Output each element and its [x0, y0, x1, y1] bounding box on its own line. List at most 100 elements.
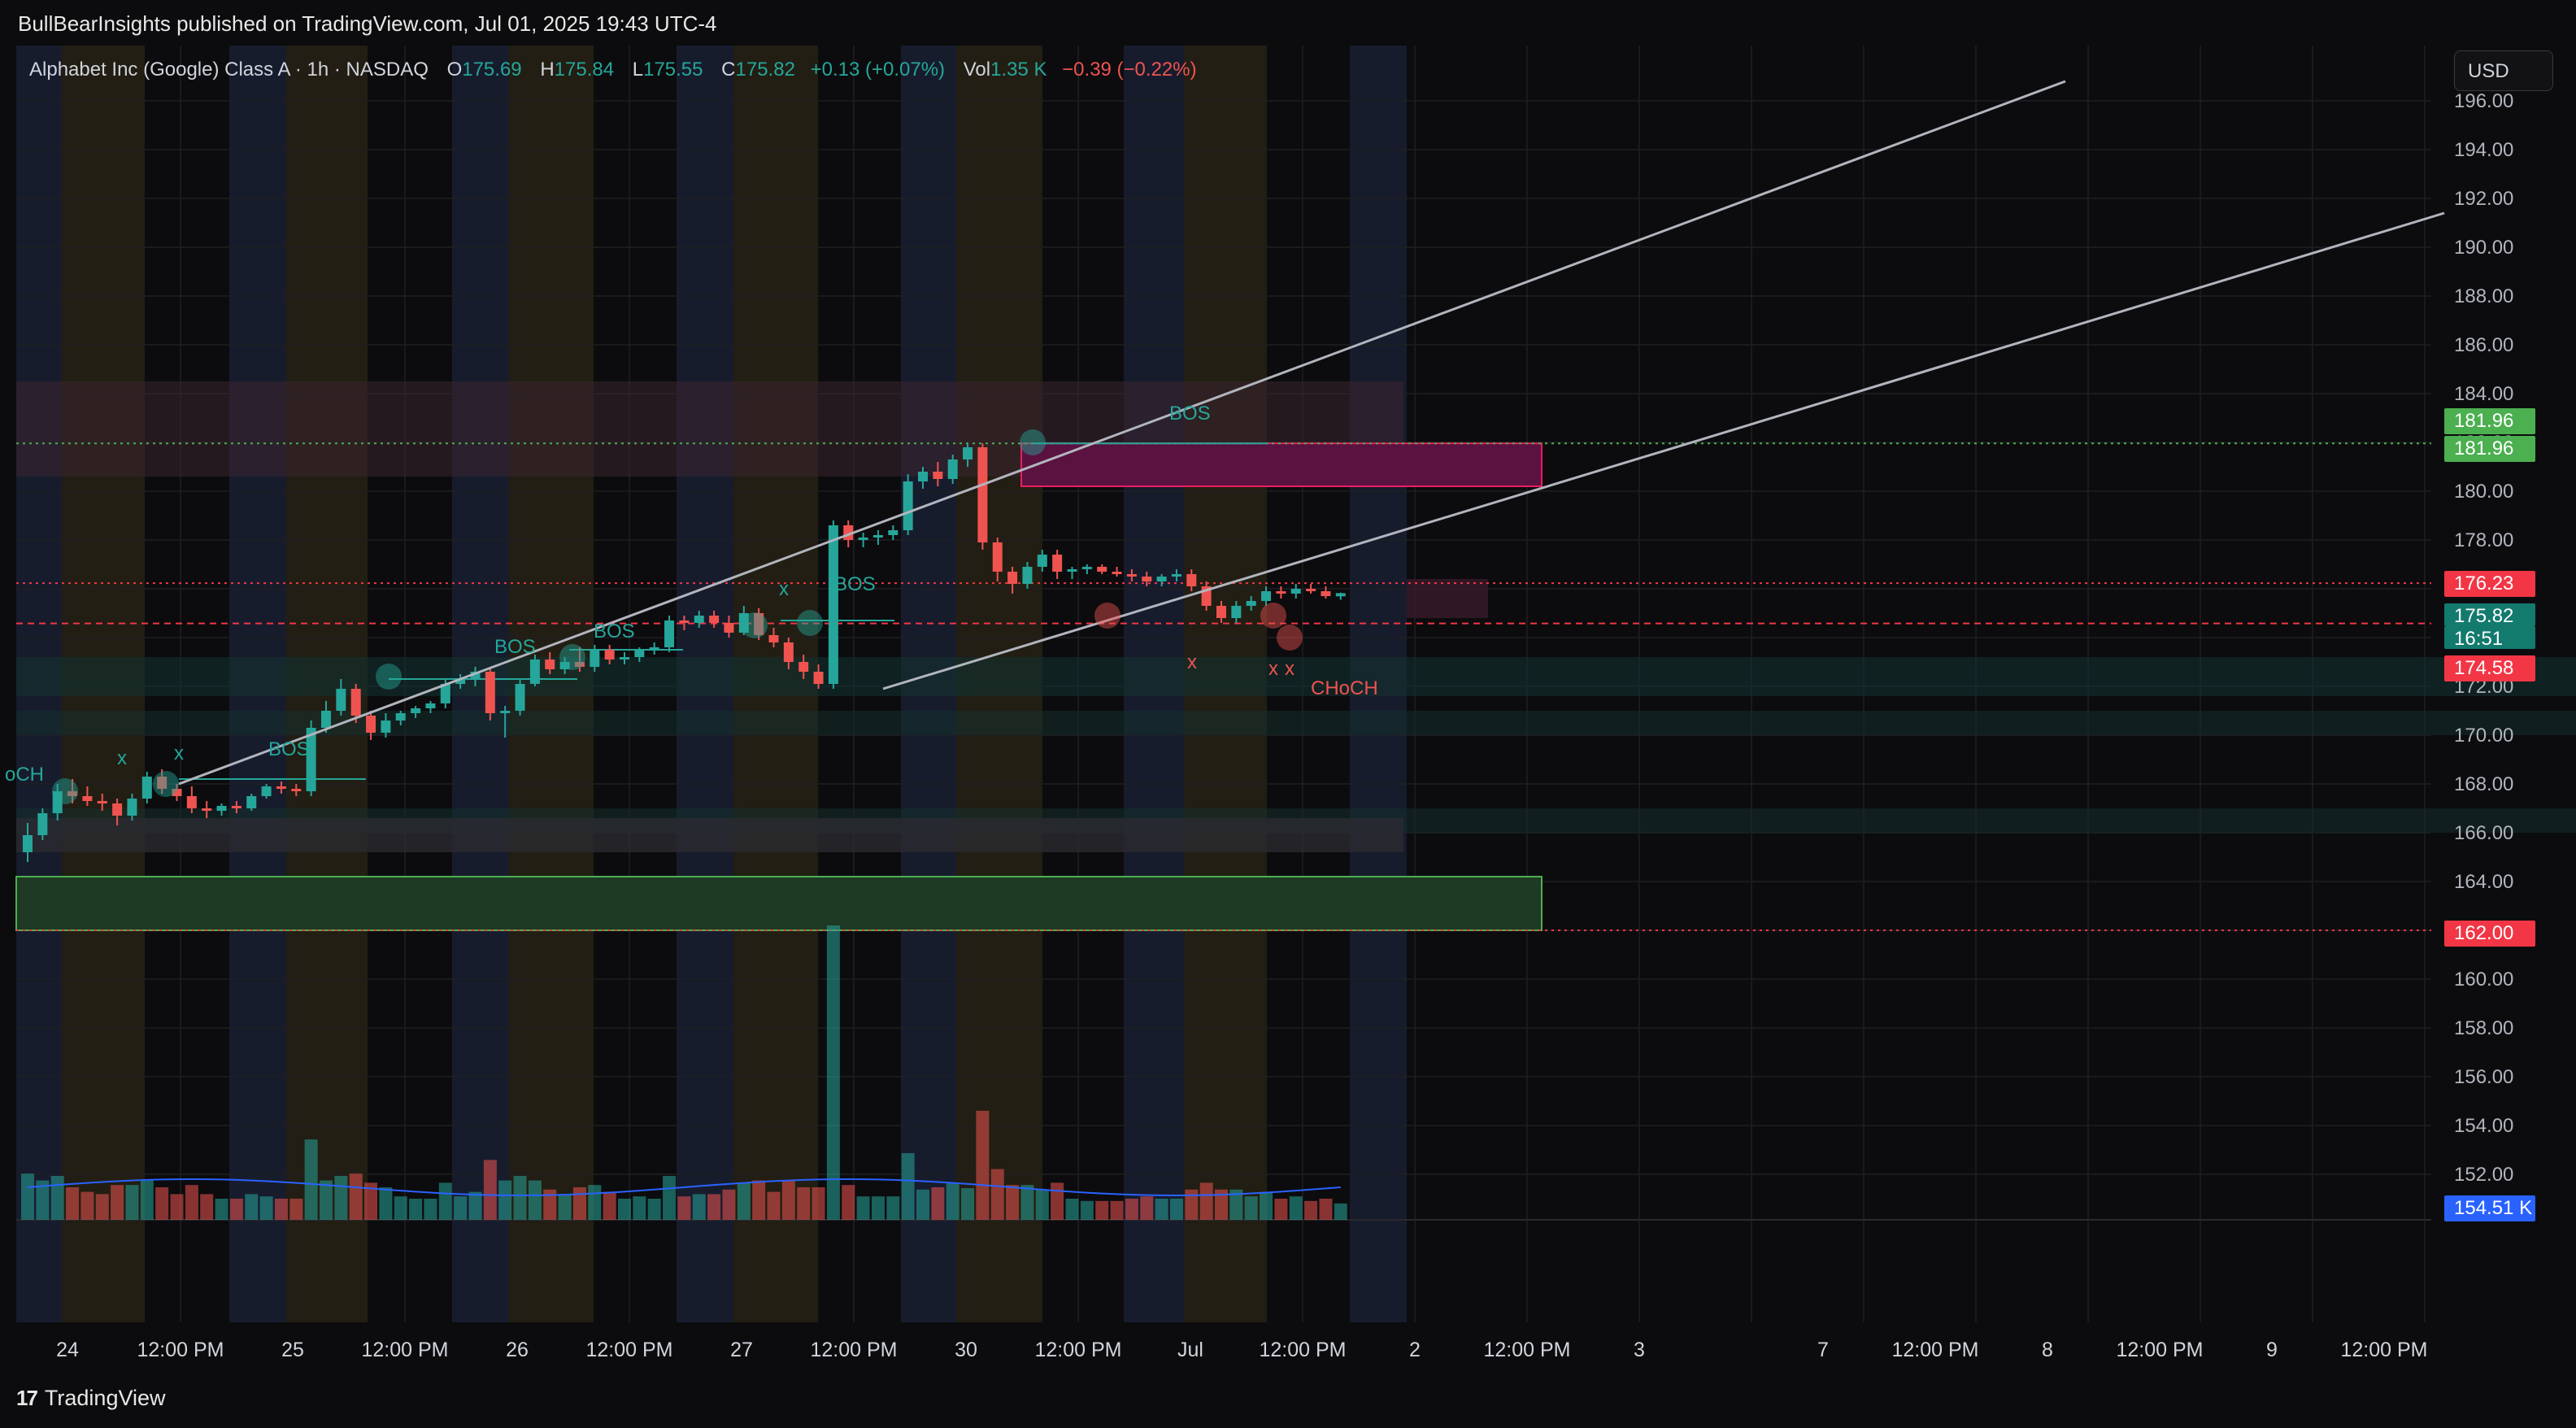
volume-bar	[961, 1188, 975, 1220]
time-tick-label: 27	[730, 1339, 753, 1361]
candle-body	[425, 703, 436, 708]
annotation-label: x	[117, 747, 127, 769]
volume-bar	[1051, 1182, 1064, 1220]
volume-bar	[1169, 1199, 1183, 1220]
volume-bar	[1065, 1199, 1079, 1220]
volume-bar	[170, 1194, 184, 1220]
candle-body	[1126, 574, 1137, 577]
volume-bar	[1215, 1189, 1228, 1220]
volume-bar	[424, 1199, 437, 1220]
price-tick-label: 170.00	[2454, 725, 2513, 747]
open-label: O	[446, 59, 463, 81]
candle-body	[67, 791, 78, 796]
volume-bar	[931, 1187, 945, 1220]
volume-bar	[976, 1110, 990, 1220]
candle-body	[1276, 591, 1286, 594]
candle-body	[127, 799, 137, 816]
tradingview-logo[interactable]: 17 TradingView	[16, 1386, 166, 1411]
price-label: 181.96	[2444, 436, 2535, 462]
currency-button[interactable]: USD	[2454, 50, 2553, 91]
volume-value: 1.35 K	[990, 59, 1047, 81]
volume-bar	[1020, 1185, 1034, 1220]
volume-bar	[797, 1187, 811, 1220]
time-tick-label: 12:00 PM	[1483, 1339, 1570, 1361]
candle-body	[1216, 606, 1226, 618]
candle-body	[261, 786, 272, 796]
annotation-label: BOS	[494, 636, 536, 658]
volume-bar	[66, 1187, 80, 1220]
candle-body	[440, 684, 450, 703]
volume-bar	[826, 925, 840, 1220]
volume-bar	[707, 1194, 721, 1220]
candle-body	[112, 803, 123, 816]
time-tick-label: 12:00 PM	[2340, 1339, 2427, 1361]
volume-label: Vol	[963, 59, 991, 81]
candle-body	[590, 650, 600, 667]
volume-bar	[140, 1180, 154, 1220]
time-tick-label: Jul	[1177, 1339, 1203, 1361]
candle-body	[813, 672, 824, 684]
candle-body	[411, 708, 421, 713]
candle-body	[82, 796, 93, 801]
pivot-marker	[153, 771, 179, 797]
demand-zone-grey	[16, 818, 1403, 852]
price-tick-label: 188.00	[2454, 285, 2513, 307]
price-tick-label: 152.00	[2454, 1164, 2513, 1186]
candle-body	[485, 672, 495, 713]
candle-body	[515, 684, 525, 711]
candle-body	[37, 813, 48, 835]
candle-body	[23, 835, 33, 852]
volume-bar	[916, 1189, 929, 1220]
volume-bar	[1244, 1196, 1258, 1220]
price-label: 154.51 K	[2444, 1195, 2535, 1221]
candle-body	[246, 796, 257, 808]
annotation-label: x	[1268, 658, 1278, 680]
volume-bar	[320, 1180, 333, 1220]
close-value: 175.82	[735, 59, 795, 81]
candle-body	[1171, 574, 1181, 577]
volume-bar	[513, 1176, 527, 1220]
trend-channel[interactable]	[178, 80, 2445, 786]
volume-bar	[125, 1185, 139, 1220]
candle-body	[709, 616, 720, 623]
time-tick-label: 12:00 PM	[2116, 1339, 2203, 1361]
annotation-label: x	[174, 742, 184, 764]
candle-body	[634, 650, 645, 657]
time-tick-label: 24	[56, 1339, 79, 1361]
candle-body	[1306, 589, 1316, 591]
volume-bar	[528, 1180, 542, 1220]
candle-body	[336, 689, 346, 711]
low-label: L	[632, 59, 644, 81]
price-label: 181.96	[2444, 408, 2535, 434]
candle-body	[216, 806, 227, 811]
symbol-legend: Alphabet Inc (Google) Class A · 1h · NAS…	[29, 59, 1197, 81]
volume-bar	[1035, 1189, 1049, 1220]
price-tick-label: 160.00	[2454, 969, 2513, 990]
candle-body	[992, 542, 1003, 572]
high-label: H	[540, 59, 555, 81]
pivot-marker	[1020, 429, 1046, 455]
price-tick-label: 166.00	[2454, 822, 2513, 844]
volume-bar	[1319, 1199, 1333, 1220]
volume-bar	[200, 1194, 214, 1220]
volume-bar	[1289, 1196, 1303, 1220]
volume-bar	[1110, 1200, 1124, 1220]
time-tick-label: 30	[955, 1339, 977, 1361]
channel-lower-line[interactable]	[882, 211, 2445, 690]
candle-body	[1037, 555, 1047, 567]
candle-body	[1231, 606, 1242, 618]
annotation-label: CHoCH	[1311, 677, 1378, 699]
open-value: 175.69	[462, 59, 522, 81]
candle-body	[186, 796, 197, 808]
channel-upper-line[interactable]	[178, 80, 2066, 786]
volume-bar	[781, 1180, 795, 1220]
time-tick-label: 12:00 PM	[1034, 1339, 1121, 1361]
volume-bar	[483, 1160, 497, 1220]
volume-bar	[842, 1185, 855, 1220]
candle-body	[231, 806, 242, 808]
candle-body	[1007, 572, 1018, 584]
change-value: +0.13 (+0.07%)	[810, 59, 946, 81]
volume-bar	[886, 1196, 900, 1220]
